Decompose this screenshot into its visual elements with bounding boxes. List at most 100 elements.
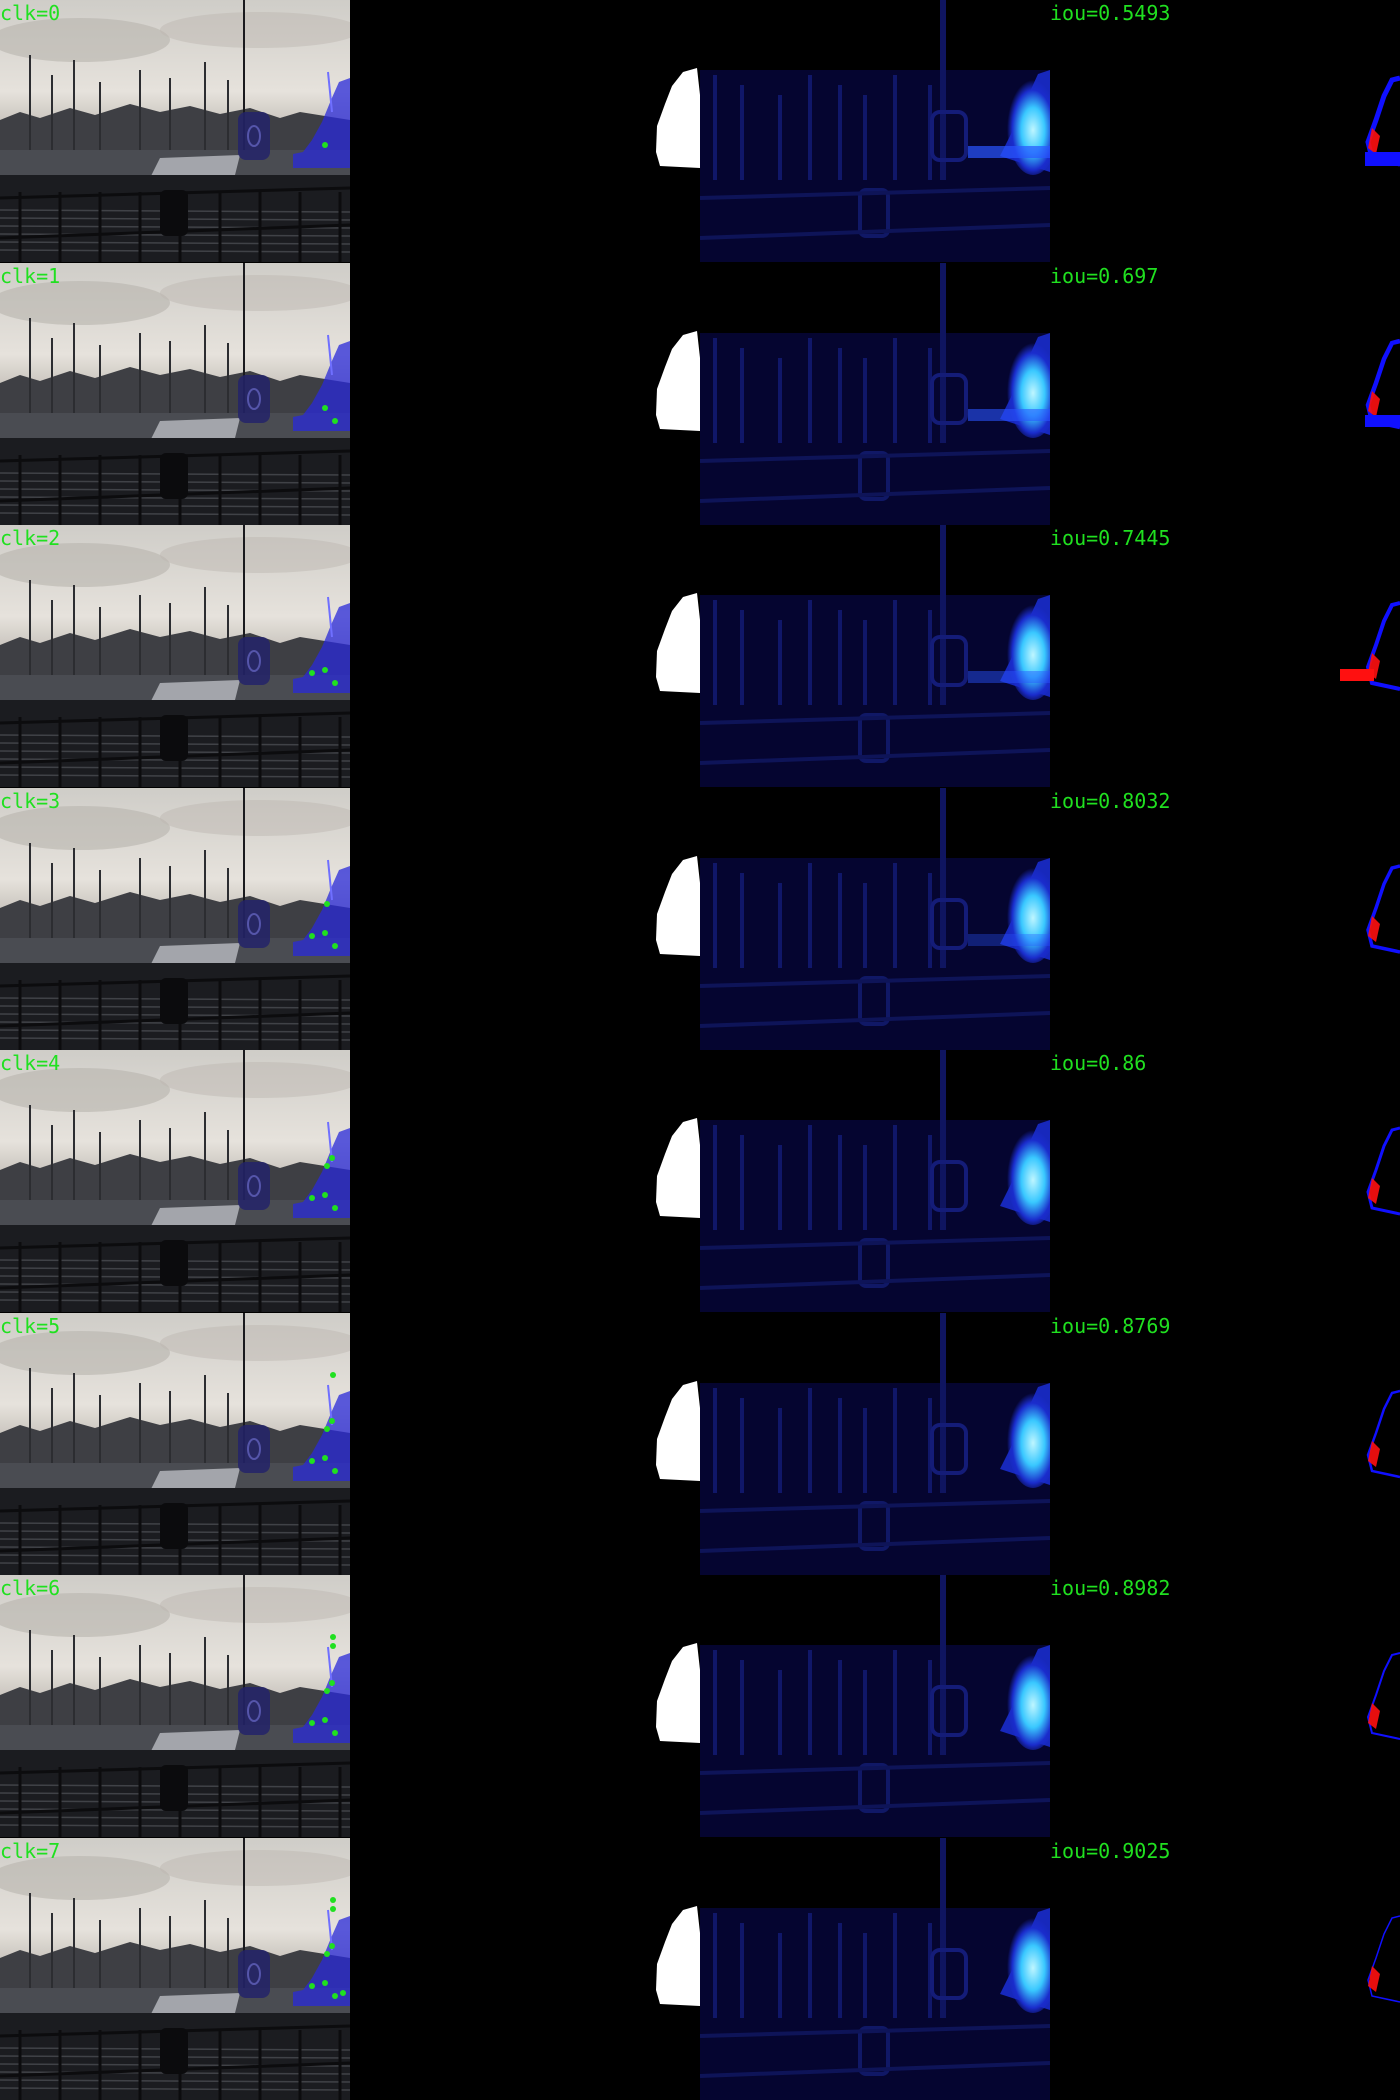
ground-truth-mask-panel [350,788,700,1050]
probability-map-panel [700,1050,1050,1312]
ground-truth-mask-panel [350,1575,700,1837]
result-row: clk=5 iou=0.8769 [0,1313,1400,1575]
mask-overlay [293,78,350,168]
click-point [322,1717,328,1723]
ground-truth-mask-panel [350,0,700,262]
result-row: clk=0 iou=0.5493 [0,0,1400,262]
ground-truth-mask-panel [350,1838,700,2100]
image-with-clicks-panel: clk=6 [0,1575,350,1837]
result-row: clk=3 iou=0.8032 [0,788,1400,1050]
iou-score-label: iou=0.8032 [1050,789,1171,813]
ground-truth-shape [656,593,700,693]
image-with-clicks-panel: clk=5 [0,1313,350,1575]
result-row: clk=4 iou=0.86 [0,1050,1400,1312]
click-point [329,1155,335,1161]
probability-map-panel [700,1575,1050,1837]
error-map-panel [1050,1575,1400,1837]
result-row: clk=6 iou=0.8982 [0,1575,1400,1837]
ground-truth-mask-panel [350,525,700,787]
probability-map-panel [700,0,1050,262]
error-map-panel [1050,788,1400,1050]
error-map-panel [1050,525,1400,787]
error-map-panel [1050,0,1400,262]
click-point [322,142,328,148]
click-point [340,1990,346,1996]
iou-score-label: iou=0.8982 [1050,1576,1171,1600]
click-point [330,1897,336,1903]
probability-map-panel [700,788,1050,1050]
click-point [332,1468,338,1474]
click-point [322,667,328,673]
scene-image [0,788,350,1050]
mask-overlay [293,1128,350,1218]
click-count-label: clk=1 [0,264,61,288]
click-point [309,1195,315,1201]
scene-image [0,1575,350,1837]
ground-truth-mask-panel [350,1050,700,1312]
iou-score-label: iou=0.7445 [1050,526,1171,550]
click-point [324,1163,330,1169]
ground-truth-mask-panel [350,263,700,525]
probability-map-panel [700,1313,1050,1575]
click-point [309,1983,315,1989]
click-point [332,418,338,424]
probability-map-panel [700,1838,1050,2100]
mask-overlay [293,1916,350,2006]
iou-score-label: iou=0.86 [1050,1051,1147,1075]
click-count-label: clk=0 [0,1,61,25]
scene-image [0,1050,350,1312]
scene-image [0,525,350,787]
click-point [330,1372,336,1378]
probability-map-panel [700,263,1050,525]
ground-truth-mask-panel [350,1313,700,1575]
click-point [330,1906,336,1912]
click-point [330,1634,336,1640]
click-point [332,943,338,949]
click-point [332,1205,338,1211]
click-point [329,1680,335,1686]
click-point [322,930,328,936]
ground-truth-shape [656,1906,700,2006]
result-row: clk=2 iou=0.7445 [0,525,1400,787]
result-row: clk=7 iou=0.9025 [0,1838,1400,2100]
mask-overlay [293,603,350,693]
click-point [330,1643,336,1649]
iou-score-label: iou=0.8769 [1050,1314,1171,1338]
click-point [332,680,338,686]
click-point [329,1418,335,1424]
error-map-panel [1050,1838,1400,2100]
scene-image [0,0,350,262]
ground-truth-shape [656,331,700,431]
mask-overlay [293,341,350,431]
mask-overlay [293,1391,350,1481]
click-point [309,933,315,939]
ground-truth-shape [656,1643,700,1743]
click-point [324,1688,330,1694]
click-count-label: clk=6 [0,1576,61,1600]
scene-image [0,1313,350,1575]
ground-truth-shape [656,856,700,956]
scene-image [0,1838,350,2100]
click-point [324,1951,330,1957]
click-point [322,1192,328,1198]
ground-truth-shape [656,1381,700,1481]
click-count-label: clk=2 [0,526,61,550]
image-with-clicks-panel: clk=3 [0,788,350,1050]
image-with-clicks-panel: clk=7 [0,1838,350,2100]
iou-score-label: iou=0.9025 [1050,1839,1171,1863]
probability-map-panel [700,525,1050,787]
error-map-panel [1050,1313,1400,1575]
image-with-clicks-panel: clk=1 [0,263,350,525]
click-point [332,1993,338,1999]
click-point [324,901,330,907]
click-point [309,1720,315,1726]
image-with-clicks-panel: clk=0 [0,0,350,262]
iou-score-label: iou=0.697 [1050,264,1159,288]
click-count-label: clk=7 [0,1839,61,1863]
click-point [324,1426,330,1432]
image-with-clicks-panel: clk=2 [0,525,350,787]
click-count-label: clk=3 [0,789,61,813]
ground-truth-shape [656,68,700,168]
click-point [322,1980,328,1986]
